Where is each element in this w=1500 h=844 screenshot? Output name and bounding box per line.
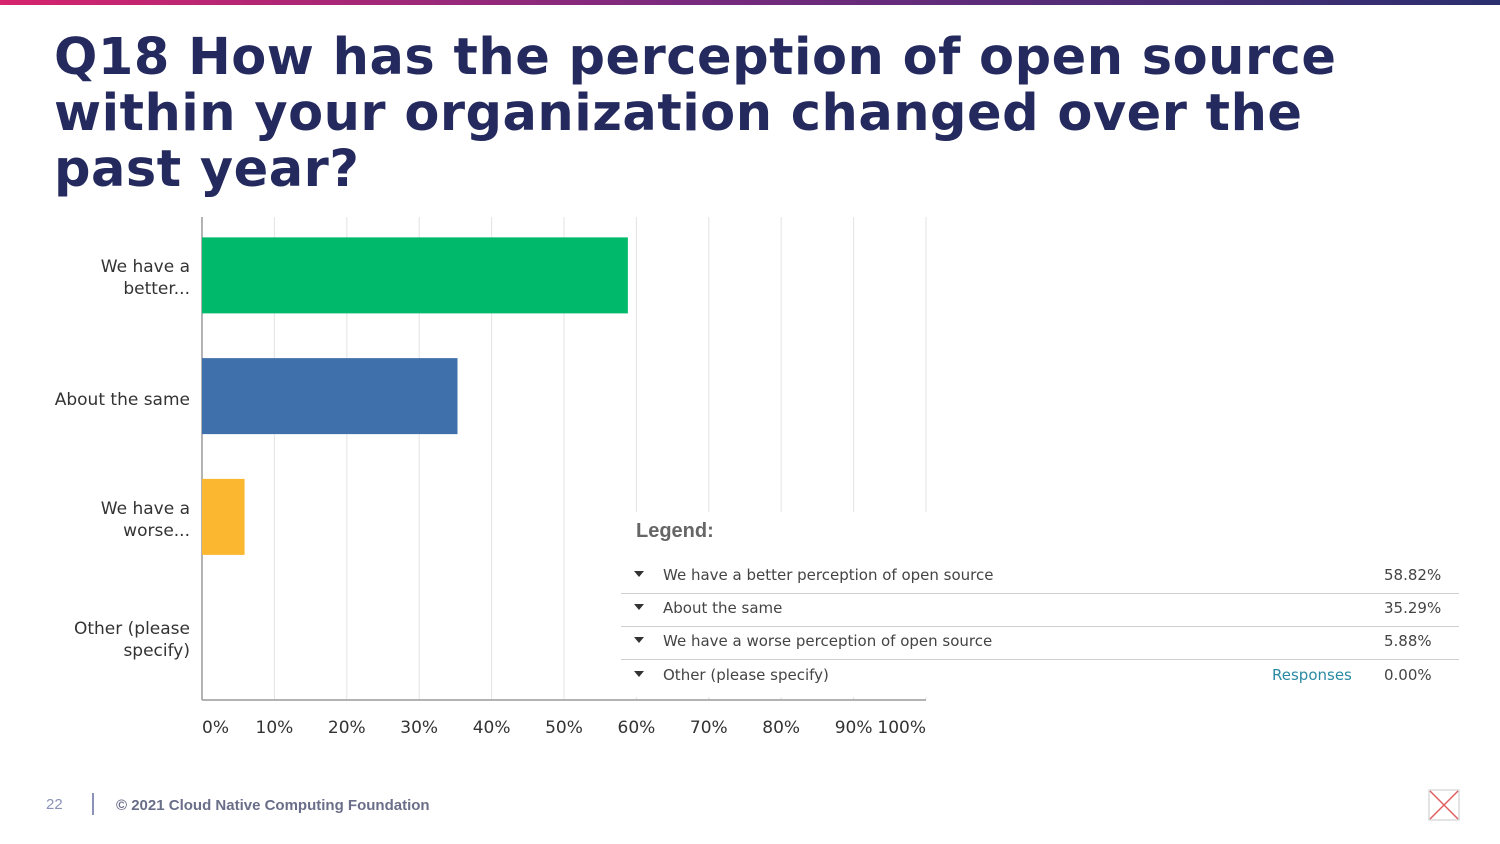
legend-label: We have a worse perception of open sourc…: [663, 632, 993, 650]
x-tick-label: 100%: [877, 718, 926, 738]
legend-row-better[interactable]: We have a better perception of open sour…: [621, 560, 1459, 594]
legend-percent: 0.00%: [1384, 666, 1432, 684]
legend-row-worse[interactable]: We have a worse perception of open sourc…: [621, 626, 1459, 660]
category-label-same: About the same: [54, 390, 190, 410]
x-tick-label: 10%: [255, 718, 294, 738]
x-tick-label: 50%: [545, 718, 583, 738]
legend-label: Other (please specify): [663, 666, 829, 684]
legend-panel: Legend: We have a better perception of o…: [621, 512, 1461, 697]
legend-percent: 35.29%: [1384, 599, 1442, 617]
footer-divider: [92, 793, 94, 815]
caret-down-icon[interactable]: [634, 637, 644, 643]
x-tick-label: 20%: [327, 718, 366, 738]
caret-down-icon[interactable]: [634, 571, 644, 577]
x-tick-label: 60%: [617, 718, 656, 738]
x-tick-label: 0%: [202, 718, 229, 738]
legend-label: About the same: [663, 599, 783, 617]
bar-2[interactable]: [202, 478, 245, 555]
legend-percent: 5.88%: [1384, 632, 1432, 650]
broken-image-icon: [1428, 789, 1460, 821]
caret-down-icon[interactable]: [634, 671, 644, 677]
x-tick-label: 70%: [689, 718, 728, 738]
bar-1[interactable]: [202, 358, 458, 435]
x-tick-label: 30%: [400, 718, 439, 738]
legend-label: We have a better perception of open sour…: [663, 566, 994, 584]
bar-0[interactable]: [202, 237, 628, 314]
x-tick-label: 90%: [834, 718, 873, 738]
x-tick-label: 80%: [762, 718, 801, 738]
legend-title: Legend:: [636, 520, 714, 542]
responses-link[interactable]: Responses: [1272, 666, 1352, 684]
legend-percent: 58.82%: [1384, 566, 1442, 584]
caret-down-icon[interactable]: [634, 604, 644, 610]
category-label-worse: We have a worse...: [100, 499, 190, 541]
legend-row-other[interactable]: Other (please specify) Responses 0.00%: [621, 660, 1459, 693]
slide-title: Q18 How has the perception of open sourc…: [54, 28, 1337, 199]
top-accent-bar: [0, 0, 1500, 5]
legend-row-same[interactable]: About the same 35.29%: [621, 593, 1459, 627]
page-number: 22: [46, 796, 63, 813]
category-label-other: Other (please specify): [73, 619, 190, 661]
x-tick-label: 40%: [472, 718, 511, 738]
category-label-better: We have a better...: [100, 257, 190, 299]
copyright-text: © 2021 Cloud Native Computing Foundation: [116, 797, 430, 814]
